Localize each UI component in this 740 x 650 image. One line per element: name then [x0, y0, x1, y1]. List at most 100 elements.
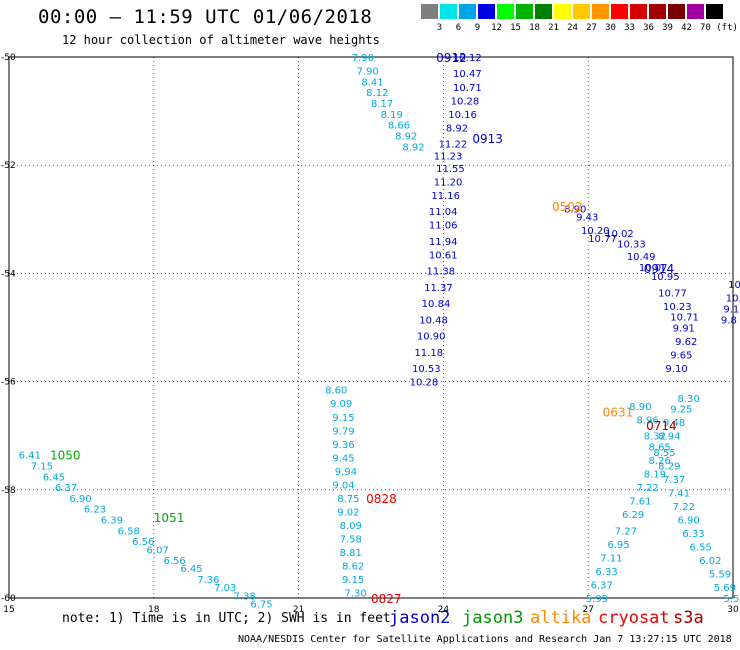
colorbar-label: 6: [455, 23, 462, 33]
wave-height-value: 7.30: [344, 589, 366, 600]
pass-time-label: 0912: [436, 51, 467, 65]
wave-height-value: 9.04: [332, 480, 354, 491]
wave-height-value: 10.84: [422, 299, 451, 310]
wave-height-value: 9.8: [721, 315, 737, 326]
wave-height-value: 7.90: [357, 67, 379, 78]
wave-height-value: 10.71: [670, 313, 699, 324]
wave-height-value: 11.94: [429, 237, 458, 248]
credit-line: NOAA/NESDIS Center for Satellite Applica…: [238, 634, 732, 645]
colorbar-label: 36: [643, 23, 654, 33]
wave-height-value: 11.37: [424, 283, 453, 294]
colorbar-label: 3: [436, 23, 443, 33]
wave-height-value: 10.22: [726, 294, 740, 305]
wave-height-value: 8.12: [366, 88, 388, 99]
wave-height-value: 6.56: [163, 556, 185, 567]
legend-cryosat: cryosat: [598, 608, 670, 628]
x-tick-label: 30: [727, 605, 739, 615]
wave-height-value: 7.03: [214, 583, 236, 594]
wave-height-value: 6.02: [699, 556, 721, 567]
colorbar-unit: 70 (ft): [700, 23, 738, 33]
wave-height-value: 5.69: [714, 583, 736, 594]
colorbar-label: 30: [605, 23, 616, 33]
wave-height-value: 8.92: [402, 142, 424, 153]
wave-height-value: 6.90: [677, 516, 699, 527]
pass-time-label: 1050: [50, 449, 81, 463]
wave-height-value: 7.37: [663, 475, 685, 486]
colorbar-swatch: [668, 4, 685, 19]
colorbar-swatch: [535, 4, 552, 19]
x-tick-label: 18: [148, 605, 160, 615]
colorbar-label: 42: [681, 23, 692, 33]
wave-height-value: 8.60: [325, 386, 347, 397]
map-subtitle: 12 hour collection of altimeter wave hei…: [62, 33, 380, 47]
colorbar-swatch: [630, 4, 647, 19]
wave-height-value: 11.55: [436, 164, 465, 175]
wave-height-value: 7.22: [673, 502, 695, 513]
y-tick-label: -52: [1, 161, 16, 171]
wave-height-value: 8.96: [636, 415, 658, 426]
wave-height-value: 6.58: [118, 526, 140, 537]
wave-height-value: 5.59: [723, 594, 740, 605]
wave-height-value: 8.32: [644, 432, 666, 443]
legend-s3a: s3a: [673, 608, 704, 628]
wave-height-value: 7.61: [629, 497, 651, 508]
colorbar-swatch: [497, 4, 514, 19]
wave-height-value: 7.15: [31, 461, 53, 472]
colorbar-swatch: [611, 4, 628, 19]
wave-height-value: 8.55: [653, 448, 675, 459]
wave-height-value: 7.41: [668, 489, 690, 500]
colorbar-swatch: [649, 4, 666, 19]
y-tick-label: -54: [1, 269, 16, 279]
wave-height-value: 10.71: [453, 83, 482, 94]
legend-altika: altika: [530, 608, 592, 628]
colorbar-label: 21: [548, 23, 559, 33]
wave-height-value: 10.20: [581, 226, 610, 237]
wave-height-value: 9.15: [342, 575, 364, 586]
colorbar-label: 9: [474, 23, 481, 33]
wave-height-value: 10.48: [419, 315, 448, 326]
wave-height-value: 9.36: [332, 440, 354, 451]
x-tick-label: 15: [3, 605, 14, 615]
wave-height-value: 8.17: [371, 99, 393, 110]
wave-height-value: 8.90: [629, 402, 651, 413]
pass-time-label: 0714: [646, 419, 677, 433]
wave-height-value: 11.22: [439, 140, 468, 151]
footer-note: note: 1) Time is in UTC; 2) SWH is in fe…: [62, 611, 391, 626]
pass-time-label: 0914: [644, 262, 675, 276]
colorbar-label: 24: [567, 23, 578, 33]
wave-height-value: 11.23: [434, 151, 463, 162]
wave-height-value: 10.12: [453, 53, 482, 64]
wave-height-value: 6.45: [180, 564, 202, 575]
wave-height-value: 6.23: [84, 505, 106, 516]
colorbar-label: 33: [624, 23, 635, 33]
wave-height-value: 10.16: [448, 110, 477, 121]
wave-height-value: 9.12: [723, 305, 740, 316]
wave-height-value: 6.37: [55, 483, 77, 494]
wave-height-value: 10.95: [651, 272, 680, 283]
wave-height-value: 9.43: [576, 213, 598, 224]
wave-height-value: 9.65: [670, 351, 692, 362]
wave-height-value: 8.09: [340, 521, 362, 532]
colorbar-swatch: [516, 4, 533, 19]
map-frame: [8, 56, 734, 599]
wave-height-value: 7.90: [352, 53, 374, 64]
y-tick-label: -58: [1, 486, 16, 496]
pass-time-label: 0502: [552, 200, 583, 214]
wave-height-value: 9.09: [330, 399, 352, 410]
wave-height-value: 6.56: [132, 537, 154, 548]
wave-height-value: 8.92: [446, 123, 468, 134]
wave-height-value: 8.19: [381, 110, 403, 121]
pass-time-label: 0631: [603, 405, 634, 419]
wave-height-value: 10.61: [429, 250, 458, 261]
y-tick-label: -56: [1, 378, 16, 388]
pass-time-label: 1051: [154, 511, 185, 525]
x-tick-label: 24: [438, 605, 450, 615]
wave-height-value: 6.33: [682, 529, 704, 540]
map-title: 00:00 – 11:59 UTC 01/06/2018: [38, 6, 373, 28]
wave-height-value: 6.29: [622, 510, 644, 521]
colorbar-swatch: [573, 4, 590, 19]
wave-height-value: 10.53: [412, 364, 441, 375]
wave-height-value: 9.10: [665, 364, 687, 375]
wave-height-value: 7.36: [197, 575, 219, 586]
